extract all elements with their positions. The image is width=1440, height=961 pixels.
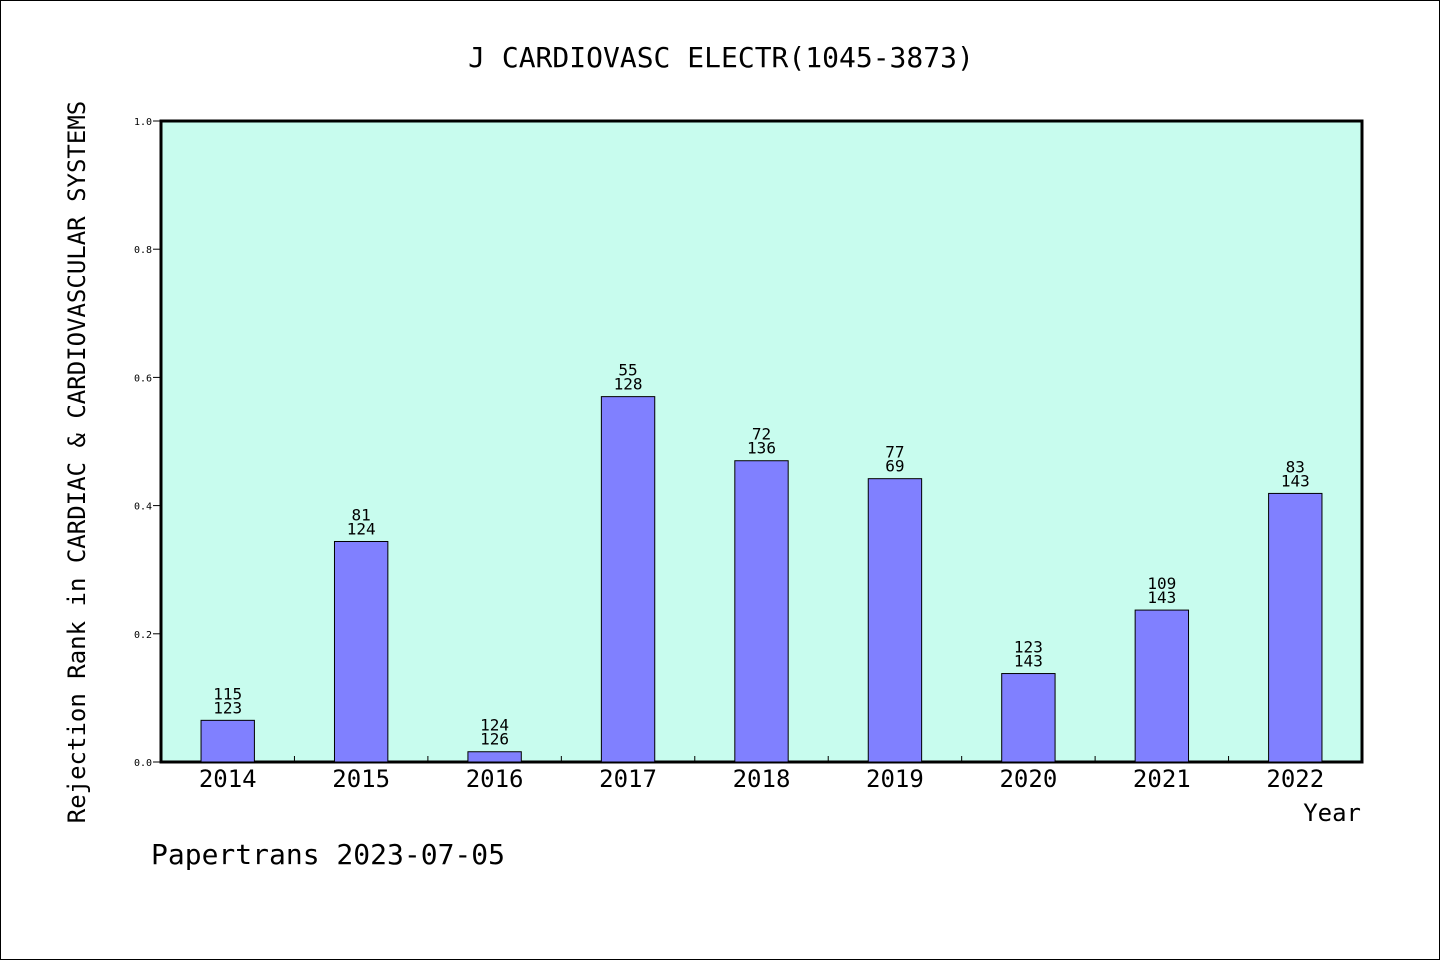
bar-2020 [1001,673,1056,763]
bar-label-bottom-2014: 123 [213,698,242,717]
x-tick-label-2017: 2017 [599,765,657,793]
x-tick-label-2022: 2022 [1266,765,1324,793]
y-tick-label-1.0: 1.0 [134,117,152,128]
bar-label-top-2015: 81 [352,505,371,524]
bar-label-bottom-2018: 136 [747,439,776,458]
y-tick-label-0.2: 0.2 [134,630,152,641]
bar-2014 [200,719,255,763]
x-tick-label-2016: 2016 [466,765,524,793]
bar-label-bottom-2015: 124 [347,519,376,538]
bar-2019 [867,478,923,763]
bar-2015 [333,540,389,763]
x-tick-label-2015: 2015 [332,765,390,793]
y-tick-label-0.4: 0.4 [134,502,152,513]
x-axis: 2014 2015 2016 2017 2018 2019 2020 2021 2022 [199,756,1324,793]
x-tick-label-2020: 2020 [999,765,1057,793]
x-axis-label: Year [1303,799,1361,827]
bar-label-top-2014: 115 [213,684,242,703]
y-tick-label-0.6: 0.6 [134,373,152,384]
x-tick-label-2021: 2021 [1133,765,1191,793]
bar-2016 [467,751,522,763]
chart-title: J CARDIOVASC ELECTR(1045-3873) [468,41,974,74]
bar-label-top-2021: 109 [1147,574,1176,593]
x-tick-label-2019: 2019 [866,765,924,793]
bar-label-top-2018: 72 [752,425,771,444]
x-tick-label-2014: 2014 [199,765,257,793]
footer-credit: Papertrans 2023-07-05 [151,838,505,871]
bar-label-top-2020: 123 [1014,638,1043,657]
x-tick-label-2018: 2018 [733,765,791,793]
bar-label-bottom-2016: 126 [480,730,509,749]
bar-label-top-2017: 55 [618,361,637,380]
y-tick-label-0.0: 0.0 [134,758,152,769]
bar-2022 [1268,492,1323,763]
bar-label-top-2016: 124 [480,716,509,735]
bar-label-bottom-2017: 128 [614,375,643,394]
y-axis: 0.0 0.2 0.4 0.6 0.8 1.0 [134,117,161,769]
bar-label-bottom-2019: 69 [885,457,904,476]
bar-2021 [1134,609,1190,763]
bar-2018 [734,460,789,763]
bar-label-bottom-2021: 143 [1147,588,1176,607]
bar-label-bottom-2022: 143 [1281,471,1310,490]
bar-2017 [600,396,656,763]
bar-label-top-2019: 77 [885,443,904,462]
y-axis-label: Rejection Rank in CARDIAC & CARDIOVASCUL… [63,101,91,823]
bar-label-top-2022: 83 [1286,457,1305,476]
bar-label-bottom-2020: 143 [1014,652,1043,671]
y-tick-label-0.8: 0.8 [134,245,152,256]
bars-layer [200,396,1323,763]
